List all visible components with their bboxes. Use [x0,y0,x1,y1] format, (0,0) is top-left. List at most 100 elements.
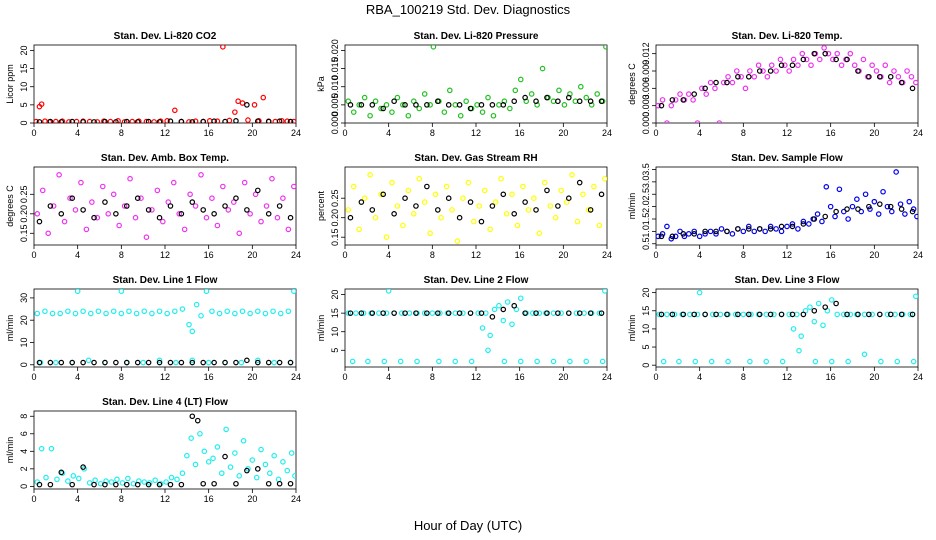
panel-3-hourly-point [887,73,894,80]
panel-2-sample-point [383,102,390,108]
panel-10-sample-point [114,476,120,483]
panel-5-hourly-point [565,195,572,202]
panel-1-hourly-point [69,118,76,123]
panel-2-hourly-point [456,102,463,108]
panel-6-y-axis-label: ml/min [627,193,637,220]
panel-5-hourly-point [555,203,561,209]
panel-10-sample-point [130,480,137,487]
panel-3-sample-point [703,91,710,97]
panel-10-sample-point [92,477,98,484]
panel-3-hourly-point [866,73,872,80]
panel-9-sample-point [913,293,918,300]
panel-7-sample-point [198,312,204,319]
panel-4-sample-point [132,214,139,221]
panel-4-sample-point [274,214,281,221]
panel-8-sample-point [383,310,390,316]
panel-4-xtick-label: 12 [160,250,170,260]
panel-5-sample-point [514,222,521,229]
panel-7-hourly-point [233,359,239,366]
panel-4-hourly-point [211,211,217,217]
panel-7-sample-point [193,301,200,308]
panel-3-sample-point [768,62,775,69]
panel-10-hourly-point [167,481,174,488]
panel-2-ytick-label: 0.005 [330,94,340,117]
panel-2-sample-point [405,112,412,119]
panel-10-sample-point [48,445,55,452]
panel-6-hourly-point [691,231,698,237]
panel-7-hourly-point [36,359,43,366]
panel-6-ytick-label: 3.0 [641,176,651,189]
panel-5-sample-point [410,211,417,217]
panel-10-sample-point [168,474,175,481]
panel-9-xtick-label: 12 [782,372,792,382]
panel-6-sample-point [902,211,908,217]
panel-5-sample-point [476,203,483,209]
panel-7-sample-point [95,308,102,315]
panel-7-sample-point [285,308,292,315]
panel-7-hourly-point [58,359,65,366]
panel-4-hourly-point [47,203,54,209]
panel-8-sample-point [599,358,606,365]
panel-7-sample-point [126,308,132,315]
panel-9-hourly-point [745,311,752,318]
panel-4-sample-point [143,234,150,241]
panel-1-sample-point [157,118,164,123]
panel-8-hourly-point [598,310,605,316]
panel-6-hourly-point [844,206,850,212]
panel-2-sample-point [603,45,607,50]
panel-10-sample-point [174,476,180,483]
panel-1-sample-point [151,119,157,123]
panel-10-hourly-point [102,481,108,488]
panel-10-sample-point [179,470,186,477]
panel-8-hourly-point [555,310,561,316]
panel-3-sample-point [672,97,679,103]
panel-7-sample-point [53,359,59,366]
panel-6-sample-point [702,231,708,237]
panel-7-sample-point [42,308,48,315]
panel-7-hourly-point [211,359,217,366]
panel-9-xtick-label: 8 [741,372,746,382]
panel-7-sample-point [149,310,155,317]
panel-4-sample-point [236,230,243,237]
panel-6-sample-point [862,191,869,198]
panel-7-hourly-point [123,359,130,366]
panel-6-sample-point [914,213,918,220]
panel-5-ytick-label: 0.20 [330,209,340,227]
panel-3-xtick-label: 0 [653,128,658,138]
panel-5-hourly-point [424,183,430,190]
panel-1-sample-point [172,107,178,114]
panel-3-sample-point [790,56,797,63]
panel-7-sample-point [179,306,186,312]
panel-2-hourly-point [533,98,539,105]
panel-7-hourly-point [167,359,174,366]
panel-8-sample-point [517,295,524,302]
panel-8-hourly-point [544,310,550,316]
panel-10-ytick-label: 0 [19,484,29,489]
panel-7-sample-point [103,310,109,317]
panel-4-xtick-label: 20 [247,250,257,260]
panel-4-sample-point [214,222,221,229]
panel-8-sample-point [596,310,603,316]
panel-5-sample-point [416,175,423,182]
panel-1-hourly-point [113,119,119,123]
panel-9-sample-point [708,358,715,365]
panel-10-hourly-point [194,417,201,424]
panel-6-xtick-label: 4 [697,250,702,260]
panel-2-sample-point [421,91,428,97]
panel-3-sample-point [738,73,744,80]
panel-1-sample-point [143,118,150,123]
panel-8-sample-point [479,325,486,331]
panel-4-sample-point [203,214,210,221]
panel-6-sample-point [767,223,774,230]
panel-2-hourly-point [478,102,485,108]
panel-8-sample-point [360,310,367,316]
panel-9-sample-point [884,311,891,318]
panel-4-sample-point [181,226,188,233]
panel-1-sample-point [38,101,45,107]
panel-2-hourly-point [544,94,550,101]
panel-1-xtick-label: 4 [75,128,80,138]
panel-8-sample-point [353,310,359,316]
panel-9-title: Stan. Dev. Line 3 Flow [735,275,840,286]
panel-2-sample-point [441,109,448,115]
panel-8-sample-point [421,310,428,316]
